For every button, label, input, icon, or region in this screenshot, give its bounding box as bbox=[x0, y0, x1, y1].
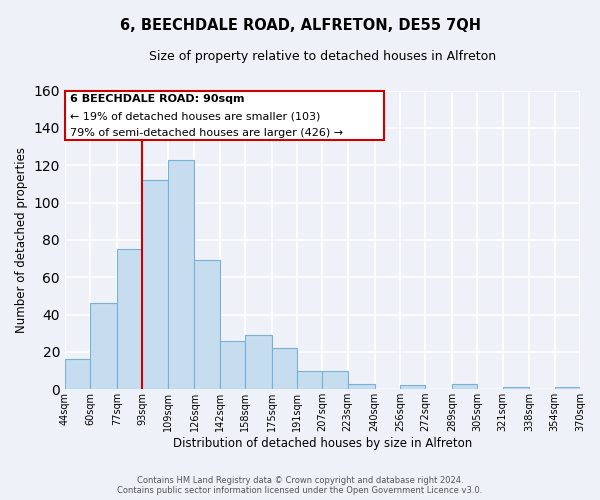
Bar bbox=[452, 384, 477, 389]
Bar bbox=[297, 370, 322, 389]
Bar bbox=[503, 388, 529, 389]
Text: ← 19% of detached houses are smaller (103): ← 19% of detached houses are smaller (10… bbox=[70, 112, 320, 122]
Text: 6, BEECHDALE ROAD, ALFRETON, DE55 7QH: 6, BEECHDALE ROAD, ALFRETON, DE55 7QH bbox=[119, 18, 481, 32]
Bar bbox=[245, 335, 272, 389]
Bar bbox=[117, 249, 142, 389]
Title: Size of property relative to detached houses in Alfreton: Size of property relative to detached ho… bbox=[149, 50, 496, 63]
Bar bbox=[348, 384, 374, 389]
Bar bbox=[167, 160, 194, 389]
Bar bbox=[194, 260, 220, 389]
Bar bbox=[272, 348, 297, 389]
FancyBboxPatch shape bbox=[65, 90, 384, 140]
Text: Contains HM Land Registry data © Crown copyright and database right 2024.
Contai: Contains HM Land Registry data © Crown c… bbox=[118, 476, 482, 495]
Bar bbox=[142, 180, 167, 389]
Bar bbox=[555, 388, 580, 389]
Bar bbox=[220, 340, 245, 389]
Text: 6 BEECHDALE ROAD: 90sqm: 6 BEECHDALE ROAD: 90sqm bbox=[70, 94, 245, 104]
Bar bbox=[90, 304, 117, 389]
Text: 79% of semi-detached houses are larger (426) →: 79% of semi-detached houses are larger (… bbox=[70, 128, 343, 138]
Bar bbox=[65, 360, 90, 389]
X-axis label: Distribution of detached houses by size in Alfreton: Distribution of detached houses by size … bbox=[173, 437, 472, 450]
Bar bbox=[322, 370, 348, 389]
Y-axis label: Number of detached properties: Number of detached properties bbox=[15, 147, 28, 333]
Bar bbox=[400, 386, 425, 389]
